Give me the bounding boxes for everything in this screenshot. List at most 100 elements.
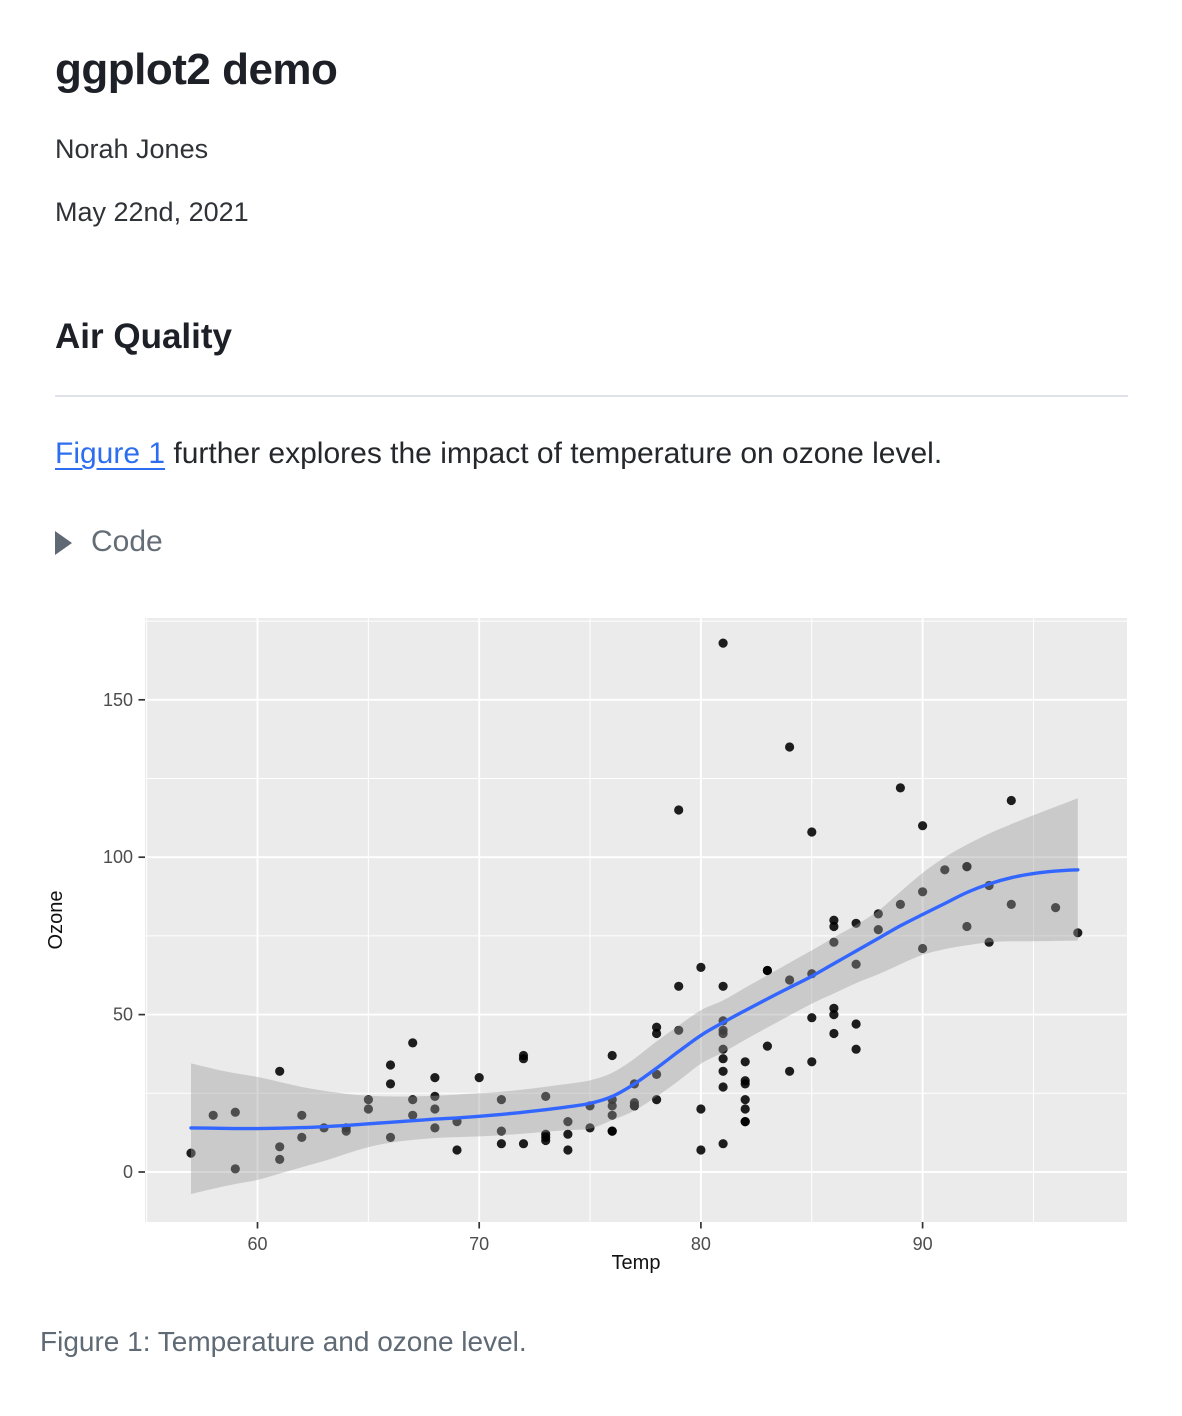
svg-text:80: 80 — [691, 1234, 711, 1254]
data-point — [696, 1145, 706, 1155]
data-point — [1051, 903, 1061, 913]
scatter-plot-svg: 60 70 80 90 0 50 100 150 Temp Ozone — [45, 618, 1127, 1274]
data-point — [740, 1117, 750, 1127]
data-point — [607, 1110, 617, 1121]
data-point — [829, 922, 839, 932]
data-point — [363, 1095, 373, 1105]
data-point — [363, 1104, 373, 1114]
data-point — [718, 1044, 728, 1054]
data-point — [518, 1051, 529, 1061]
data-point — [851, 1044, 861, 1054]
data-point — [496, 1126, 506, 1136]
data-point — [563, 1117, 573, 1127]
data-point — [718, 1054, 728, 1064]
data-point — [718, 1082, 728, 1092]
data-point — [341, 1126, 351, 1136]
data-point — [541, 1129, 551, 1139]
data-point — [474, 1073, 484, 1083]
data-point — [674, 1025, 684, 1036]
intro-paragraph: Figure 1 further explores the impact of … — [55, 431, 1128, 476]
svg-text:90: 90 — [913, 1234, 933, 1254]
data-point — [829, 1010, 839, 1020]
x-tick-labels: 60 70 80 90 — [247, 1234, 932, 1254]
data-point — [629, 1101, 640, 1111]
data-point — [275, 1154, 285, 1165]
y-axis-title: Ozone — [45, 891, 67, 950]
data-point — [541, 1136, 551, 1146]
data-point — [408, 1038, 418, 1048]
data-point — [696, 962, 706, 973]
data-point — [718, 1139, 728, 1149]
data-point — [430, 1123, 440, 1133]
data-point — [696, 1104, 706, 1114]
data-point — [851, 959, 861, 969]
data-point — [895, 899, 906, 910]
data-point — [408, 1110, 418, 1121]
data-point — [385, 1079, 396, 1089]
data-point — [940, 865, 950, 875]
data-point — [740, 1095, 750, 1105]
loess-smooth-line — [189, 868, 1080, 1131]
data-point — [607, 1051, 617, 1061]
data-point — [1006, 796, 1016, 806]
data-point — [851, 1019, 861, 1029]
data-point — [186, 1148, 196, 1158]
document-body: ggplot2 demo Norah Jones May 22nd, 2021 … — [40, 44, 1128, 1361]
x-axis-title: Temp — [612, 1252, 661, 1274]
data-point — [585, 1123, 595, 1133]
data-point — [297, 1132, 307, 1143]
page-title: ggplot2 demo — [55, 45, 338, 94]
data-point — [740, 1057, 750, 1067]
data-layer — [186, 638, 1083, 1195]
data-point — [385, 1060, 396, 1070]
data-point — [785, 975, 795, 985]
data-point — [408, 1095, 418, 1105]
axis-tick-marks — [138, 699, 924, 1229]
data-point — [851, 918, 861, 929]
data-point — [430, 1073, 440, 1083]
data-point — [807, 1057, 817, 1067]
data-point — [740, 1104, 750, 1114]
data-point — [563, 1145, 573, 1155]
data-point — [230, 1107, 240, 1117]
data-point — [807, 827, 817, 837]
data-point — [829, 915, 839, 925]
data-point — [829, 1029, 839, 1039]
data-point — [740, 1079, 750, 1089]
data-point — [718, 981, 728, 992]
data-point — [718, 1066, 728, 1077]
ozone-temp-chart: 60 70 80 90 0 50 100 150 Temp Ozone — [40, 612, 1142, 1276]
disclosure-triangle-icon — [55, 531, 72, 556]
data-point — [430, 1091, 440, 1102]
data-point — [452, 1145, 462, 1155]
svg-text:70: 70 — [469, 1234, 489, 1254]
data-point — [873, 909, 883, 919]
data-point — [652, 1022, 662, 1032]
data-point — [718, 1029, 728, 1039]
data-point — [674, 981, 684, 992]
data-point — [984, 937, 994, 947]
minor-gridlines — [145, 618, 1127, 1223]
plot-panel — [145, 618, 1127, 1223]
data-point — [1073, 928, 1083, 938]
data-point — [762, 1041, 773, 1051]
data-point — [918, 821, 928, 831]
code-toggle[interactable]: Code — [55, 524, 163, 560]
data-point — [873, 925, 883, 935]
data-point — [962, 922, 972, 932]
data-point — [208, 1110, 218, 1121]
data-point — [297, 1110, 307, 1121]
svg-text:60: 60 — [247, 1234, 267, 1254]
major-gridlines — [145, 618, 1127, 1223]
data-point — [785, 1066, 795, 1077]
code-toggle-label: Code — [91, 525, 163, 559]
data-point — [962, 862, 972, 872]
data-point — [607, 1101, 617, 1111]
figure-1-link[interactable]: Figure 1 — [55, 437, 166, 471]
svg-text:150: 150 — [103, 690, 133, 710]
data-point — [785, 742, 795, 752]
data-point — [829, 937, 839, 947]
data-point — [275, 1142, 285, 1152]
confidence-band — [191, 798, 1078, 1195]
svg-text:50: 50 — [113, 1005, 133, 1025]
